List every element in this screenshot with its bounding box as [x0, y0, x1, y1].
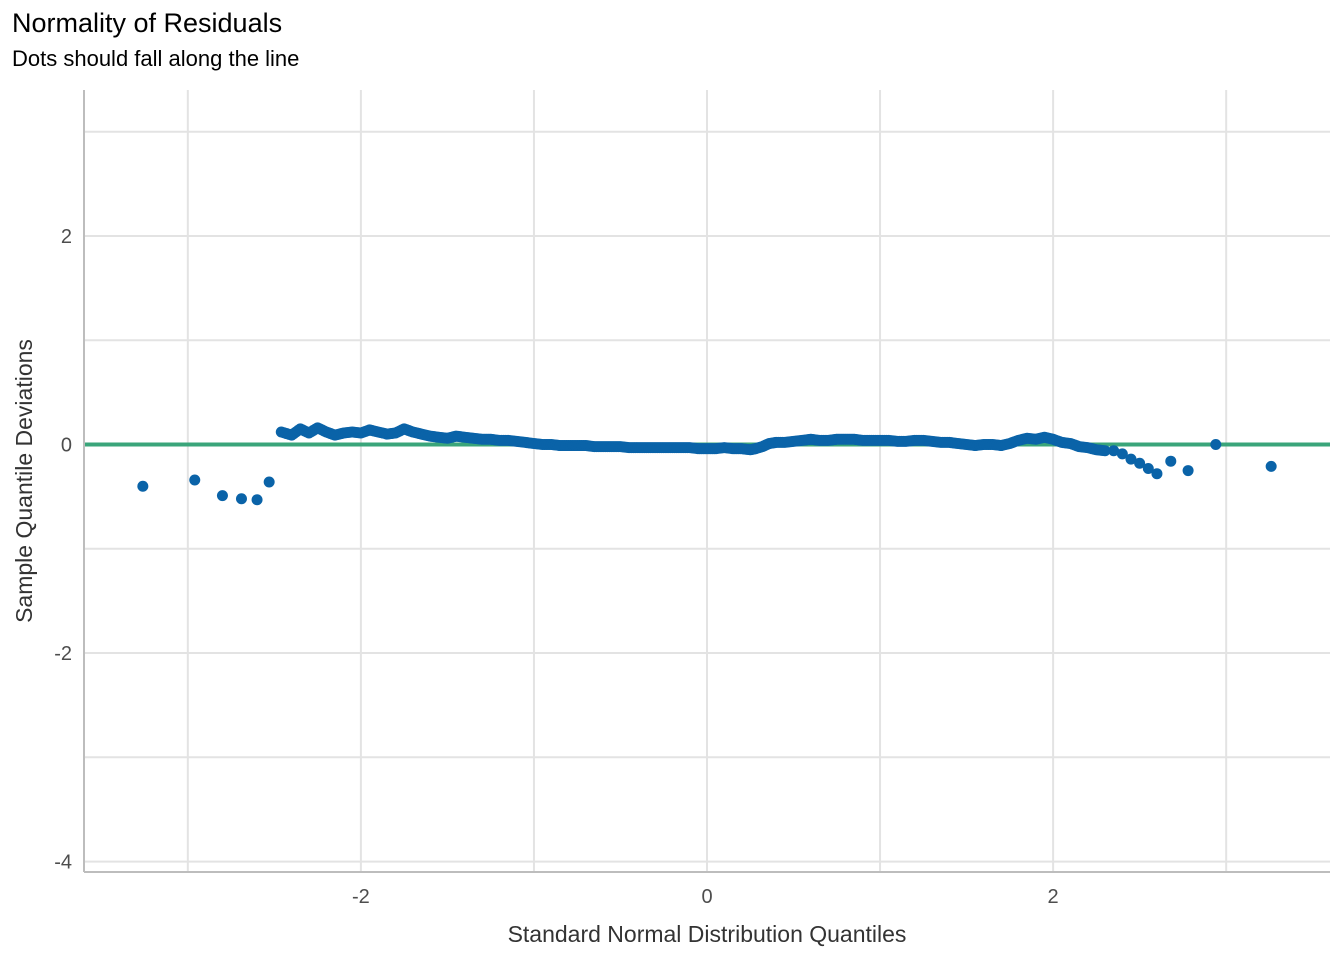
- data-point: [1210, 439, 1222, 451]
- tick-labels: -2 0 2 -4 -2 0 2: [54, 226, 1058, 908]
- y-tick-label: -4: [54, 852, 72, 874]
- y-axis-title: Sample Quantile Deviations: [11, 339, 37, 623]
- y-tick-label: 0: [61, 435, 72, 457]
- data-point: [1125, 453, 1137, 465]
- data-point: [216, 490, 228, 502]
- data-point: [189, 474, 201, 486]
- x-axis-title: Standard Normal Distribution Quantiles: [508, 921, 907, 947]
- data-point: [1142, 462, 1154, 474]
- data-point: [137, 480, 149, 492]
- chart-title: Normality of Residuals: [12, 8, 283, 38]
- data-point: [1182, 465, 1194, 477]
- data-point: [1116, 448, 1128, 460]
- x-tick-label: 0: [701, 886, 712, 908]
- data-point: [1108, 445, 1120, 457]
- grid-layer: [84, 90, 1330, 872]
- data-point: [251, 494, 263, 506]
- y-tick-label: -2: [54, 643, 72, 665]
- data-point: [1165, 455, 1177, 467]
- x-tick-label: 2: [1048, 886, 1059, 908]
- chart-subtitle: Dots should fall along the line: [12, 46, 300, 71]
- axes-layer: [83, 90, 1330, 873]
- data-point: [1099, 445, 1111, 457]
- y-tick-label: 2: [61, 226, 72, 248]
- data-point: [1134, 457, 1146, 469]
- points-layer: [137, 422, 1277, 506]
- data-point: [1265, 460, 1277, 472]
- data-point: [1151, 468, 1163, 480]
- data-point: [235, 493, 247, 505]
- data-point: [263, 476, 275, 488]
- x-tick-label: -2: [352, 886, 370, 908]
